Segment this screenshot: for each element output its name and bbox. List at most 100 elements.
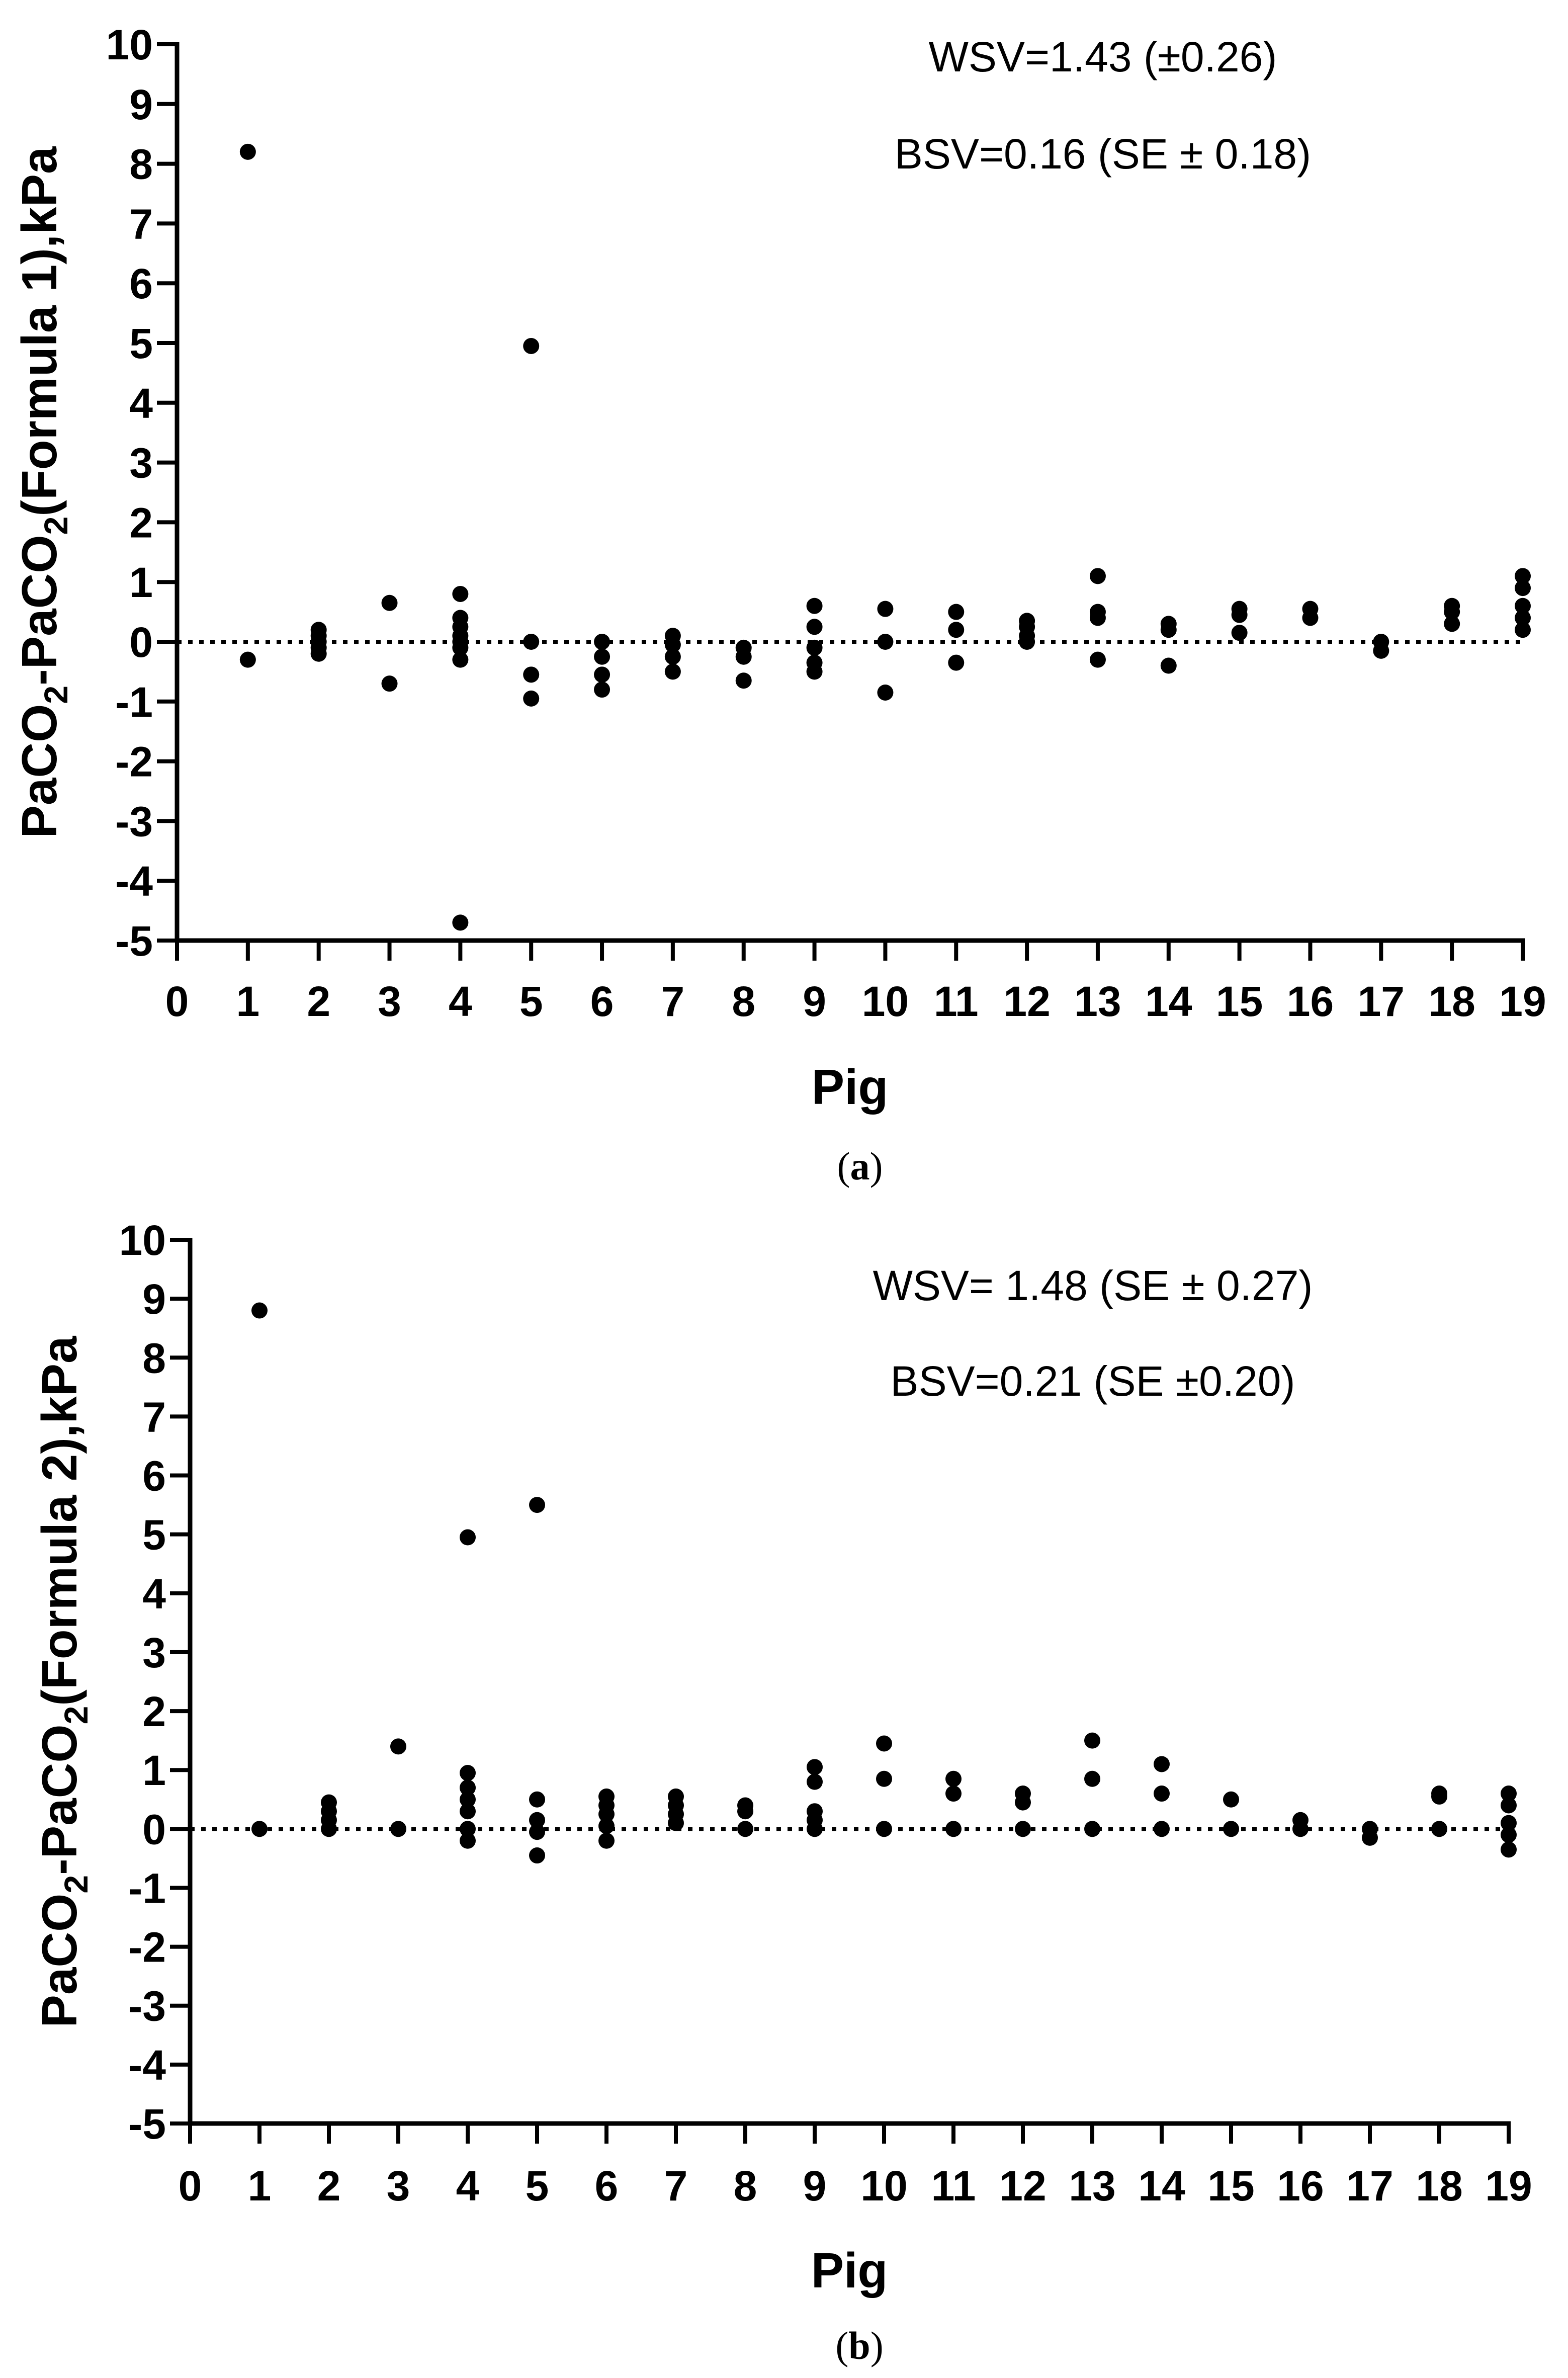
data-point [1154, 1821, 1170, 1837]
data-point [1444, 616, 1460, 632]
data-point [594, 648, 611, 665]
data-point [1515, 568, 1531, 584]
y-tick-label: -1 [115, 678, 153, 726]
data-point [390, 1821, 406, 1837]
data-point [321, 1821, 337, 1837]
x-tick-label: 6 [590, 978, 614, 1025]
x-tick-label: 18 [1428, 978, 1475, 1025]
data-point [452, 639, 469, 656]
y-tick-label: 0 [142, 1806, 166, 1853]
data-point [806, 598, 823, 614]
data-point [460, 1765, 476, 1781]
x-tick-label: 0 [165, 978, 189, 1025]
x-tick-label: 15 [1207, 2162, 1254, 2210]
annotation-wsv: WSV= 1.48 (SE ± 0.27) [873, 1262, 1313, 1309]
data-point [460, 1779, 476, 1796]
data-point [598, 1806, 615, 1823]
data-point [806, 619, 823, 635]
data-point [529, 1847, 545, 1864]
annotation-bsv: BSV=0.16 (SE ± 0.18) [895, 130, 1311, 178]
data-point [1015, 1821, 1031, 1837]
x-tick-label: 3 [378, 978, 401, 1025]
y-tick-label: -3 [115, 798, 153, 845]
data-point [523, 666, 540, 683]
data-point [251, 1302, 268, 1319]
x-tick-label: 8 [732, 978, 755, 1025]
y-axis-title-subscript: 2 [37, 686, 74, 704]
caption-letter: a [850, 1144, 870, 1188]
data-point [594, 682, 611, 698]
y-tick-label: -2 [128, 1924, 166, 1971]
data-point [1084, 1821, 1100, 1837]
data-point [523, 634, 540, 650]
y-tick-label: 5 [142, 1511, 166, 1559]
data-point [1154, 1786, 1170, 1802]
data-point [1515, 622, 1531, 638]
data-point [1015, 1794, 1031, 1811]
data-point [1501, 1786, 1517, 1802]
y-axis-title-part: PaCO [12, 704, 67, 838]
y-tick-label: 1 [129, 559, 153, 606]
data-point [239, 143, 256, 160]
y-axis-title-part: -PaCO [12, 535, 67, 686]
y-tick-label: 6 [142, 1453, 166, 1500]
x-tick-label: 5 [519, 978, 543, 1025]
data-point [1501, 1815, 1517, 1831]
caption-paren: ( [835, 2324, 848, 2367]
data-point [876, 1821, 892, 1837]
panel-caption: (a) [837, 1144, 883, 1188]
y-tick-label: -1 [128, 1864, 166, 1912]
data-point [735, 672, 752, 689]
data-point [460, 1832, 476, 1849]
y-axis-title: PaCO2-PaCO2(Formula 1),kPa [12, 146, 74, 838]
data-point [460, 1791, 476, 1808]
data-point [877, 684, 894, 701]
x-tick-label: 14 [1138, 2162, 1185, 2210]
x-tick-label: 3 [387, 2162, 410, 2210]
data-point [1084, 1770, 1100, 1787]
y-tick-label: 4 [129, 380, 153, 427]
data-point [1160, 657, 1177, 674]
y-tick-label: -3 [128, 1983, 166, 2030]
y-tick-label: 10 [119, 1217, 166, 1264]
data-point [1501, 1841, 1517, 1858]
data-point [948, 604, 965, 620]
y-tick-label: 8 [129, 141, 153, 188]
data-point [806, 639, 823, 656]
caption-letter: b [848, 2324, 870, 2367]
data-point [523, 690, 540, 707]
y-axis-title-part: -PaCO [32, 1724, 87, 1875]
y-tick-label: -4 [128, 2042, 166, 2089]
data-point [877, 634, 894, 650]
y-tick-label: 0 [129, 619, 153, 666]
data-point [737, 1803, 753, 1820]
data-point [310, 645, 327, 662]
x-tick-label: 10 [862, 978, 909, 1025]
data-point [668, 1815, 684, 1831]
data-point [1154, 1756, 1170, 1772]
y-tick-label: 7 [129, 200, 153, 247]
data-point [1444, 604, 1460, 620]
data-point [1515, 610, 1531, 626]
x-tick-label: 4 [456, 2162, 480, 2210]
x-tick-label: 11 [934, 978, 979, 1025]
data-point [664, 636, 681, 653]
x-axis-title: Pig [811, 2243, 888, 2298]
y-axis-title-subscript: 2 [57, 1875, 95, 1894]
data-point [529, 1812, 545, 1828]
data-point [452, 914, 469, 931]
y-axis-title-part: PaCO [32, 1894, 87, 2028]
data-point [664, 648, 681, 665]
data-point [1501, 1797, 1517, 1814]
x-tick-label: 12 [999, 2162, 1046, 2210]
x-tick-label: 17 [1358, 978, 1405, 1025]
data-point [1431, 1821, 1447, 1837]
x-tick-label: 1 [236, 978, 259, 1025]
data-point [1292, 1821, 1309, 1837]
x-tick-label: 2 [317, 2162, 341, 2210]
y-axis-title-part: (Formula 2),kPa [32, 1335, 87, 1706]
x-tick-label: 1 [248, 2162, 272, 2210]
x-tick-label: 5 [526, 2162, 549, 2210]
data-point [1160, 622, 1177, 638]
